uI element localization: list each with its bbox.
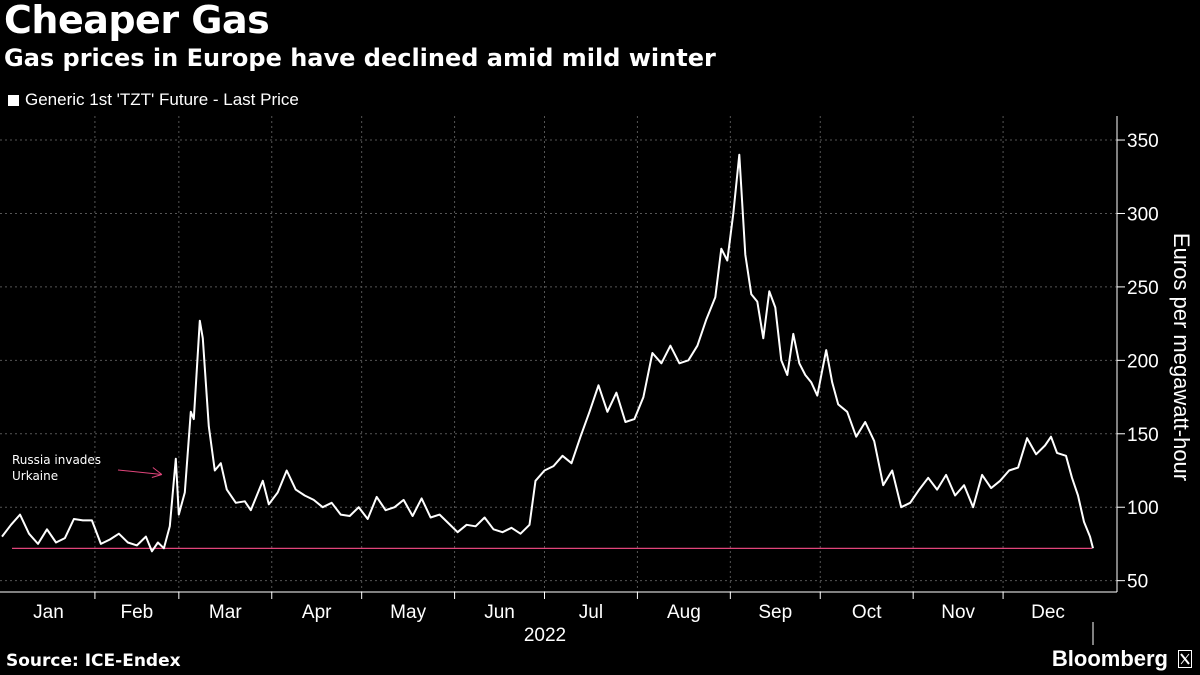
y-tick-label: 200	[1127, 351, 1159, 372]
annotation-arrow-head	[151, 467, 163, 478]
y-axis-title: Euros per megawatt-hour	[1169, 233, 1194, 481]
annotation-line-2: Urkaine	[12, 469, 58, 483]
annotation-arrow-shaft	[117, 469, 162, 475]
source-note: Source: ICE-Endex	[6, 651, 181, 671]
annotation-line-1: Russia invades	[12, 453, 101, 467]
brand-name: Bloomberg	[1051, 646, 1168, 671]
x-tick-label: Apr	[302, 602, 332, 623]
x-tick-label: Feb	[121, 602, 154, 623]
year-label: 2022	[524, 625, 566, 646]
x-tick-label: Jul	[579, 602, 603, 623]
x-tick-label: Mar	[209, 602, 242, 623]
y-tick-label: 50	[1127, 572, 1148, 593]
x-tick-label: Oct	[852, 602, 882, 623]
x-tick-label: Aug	[667, 602, 701, 623]
x-tick-label: Dec	[1031, 602, 1065, 623]
y-tick-label: 100	[1127, 498, 1159, 519]
legend: Generic 1st 'TZT' Future - Last Price	[8, 90, 299, 110]
y-tick-label: 350	[1127, 131, 1159, 152]
brand: Bloomberg	[1052, 646, 1192, 672]
y-tick-label: 250	[1127, 278, 1159, 299]
bloomberg-terminal-icon	[1178, 650, 1192, 668]
chart-title: Cheaper Gas	[4, 0, 270, 42]
x-tick-label: Sep	[758, 602, 792, 623]
x-tick-label: Jun	[484, 602, 515, 623]
y-tick-label: 300	[1127, 204, 1159, 225]
y-tick-label: 150	[1127, 425, 1159, 446]
series-line	[1, 153, 1094, 553]
legend-swatch	[8, 94, 19, 106]
x-tick-label: Jan	[33, 602, 64, 623]
legend-label: Generic 1st 'TZT' Future - Last Price	[25, 90, 299, 109]
x-tick-label: Nov	[941, 602, 975, 623]
chart-subtitle: Gas prices in Europe have declined amid …	[4, 44, 716, 72]
x-tick-label: May	[390, 602, 426, 623]
